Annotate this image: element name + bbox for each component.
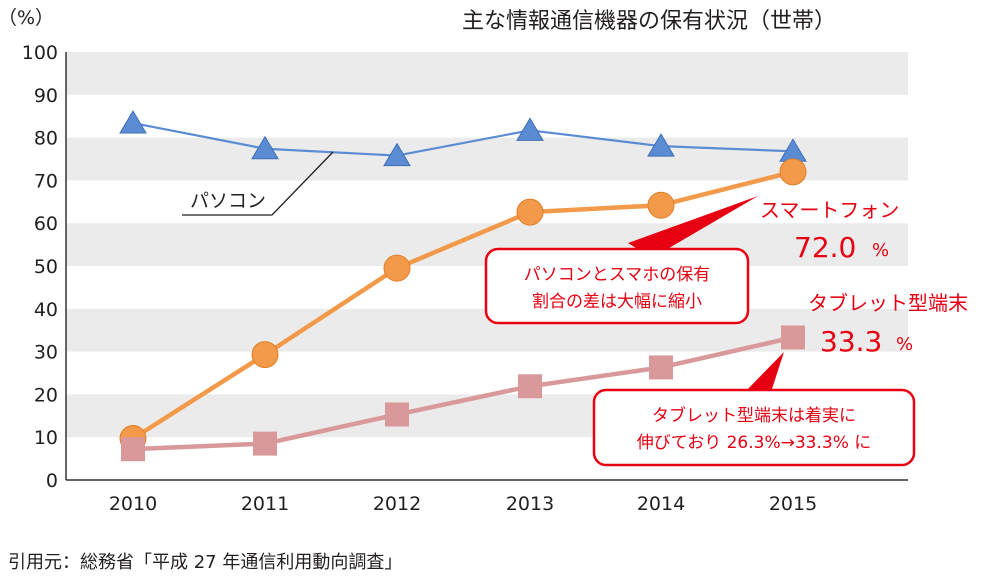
y-tick-100: 100 [22, 42, 58, 64]
series-1-point-2014 [647, 191, 675, 219]
background-bands [66, 52, 908, 438]
chart-title: 主な情報通信機器の保有状況（世帯） [462, 9, 836, 34]
series-2-point-2011 [253, 431, 277, 456]
callout-2-line-2: 伸びており 26.3%→33.3% に [637, 433, 872, 453]
callout-2-line-1: タブレット型端末は着実に [652, 405, 856, 426]
tab-series-label: タブレット型端末 [808, 291, 968, 315]
callout-pointer-1 [628, 196, 758, 258]
sp-value-label: 72.0 [794, 231, 856, 264]
y-tick-10: 10 [34, 427, 58, 449]
sp-series-label: スマートフォン [760, 198, 899, 222]
series-2-point-2015 [781, 325, 805, 350]
tab-unit-label: % [896, 334, 913, 355]
sp-unit-label: % [872, 240, 889, 261]
y-tick-0: 0 [46, 470, 58, 492]
band-70-80 [66, 137, 908, 181]
y-tick-40: 40 [34, 299, 58, 321]
series-2-point-2013 [518, 374, 542, 399]
callout-1-line-2: 割合の差は大幅に縮小 [532, 292, 702, 312]
y-tick-50: 50 [34, 256, 58, 278]
pc-series-label: パソコン [190, 190, 266, 212]
series-1-point-2011 [251, 341, 279, 369]
x-tick-2013: 2013 [506, 493, 554, 515]
series-0-point-2013 [516, 117, 544, 141]
y-tick-70: 70 [34, 170, 58, 192]
y-tick-90: 90 [34, 85, 58, 107]
callout-1-line-1: パソコンとスマホの保有 [524, 265, 711, 285]
band-90-100 [66, 52, 908, 95]
series-line-0 [132, 121, 794, 157]
series-1-point-2013 [516, 198, 544, 226]
series-0-point-2011 [251, 135, 279, 160]
y-tick-30: 30 [34, 342, 58, 364]
y-unit-label: （%） [0, 7, 54, 29]
source-citation: 引用元：総務省「平成 27 年通信利用動向調査」 [8, 552, 403, 573]
y-tick-60: 60 [34, 213, 58, 235]
y-tick-labels: 0 10 20 30 40 50 60 70 80 90 100 [22, 42, 58, 492]
x-tick-labels: 2010 2011 2012 2013 2014 2015 [109, 493, 817, 515]
x-tick-2014: 2014 [637, 493, 685, 515]
x-tick-2015: 2015 [769, 493, 817, 515]
series-0-point-2012 [383, 142, 411, 167]
series-0-point-2014 [647, 133, 675, 157]
callout-box-2 [592, 388, 916, 467]
x-tick-2010: 2010 [109, 493, 157, 515]
series-line-2 [132, 335, 794, 452]
callout-pointer-2 [744, 352, 784, 395]
x-tick-2011: 2011 [241, 493, 289, 515]
x-tick-2012: 2012 [373, 493, 421, 515]
tab-value-label: 33.3 [820, 325, 882, 358]
series-0-point-2010 [119, 110, 147, 134]
series-2-point-2014 [649, 355, 673, 380]
series-line-1 [131, 169, 794, 441]
series-2-point-2012 [385, 402, 409, 427]
series-2-point-2010 [121, 437, 145, 462]
y-tick-80: 80 [34, 128, 58, 150]
callout-box-1 [484, 247, 750, 325]
series-1-point-2012 [383, 254, 411, 282]
series-1-point-2015 [779, 158, 807, 186]
pc-leader-line [182, 151, 334, 216]
series-group [119, 110, 807, 462]
y-tick-20: 20 [34, 384, 58, 406]
